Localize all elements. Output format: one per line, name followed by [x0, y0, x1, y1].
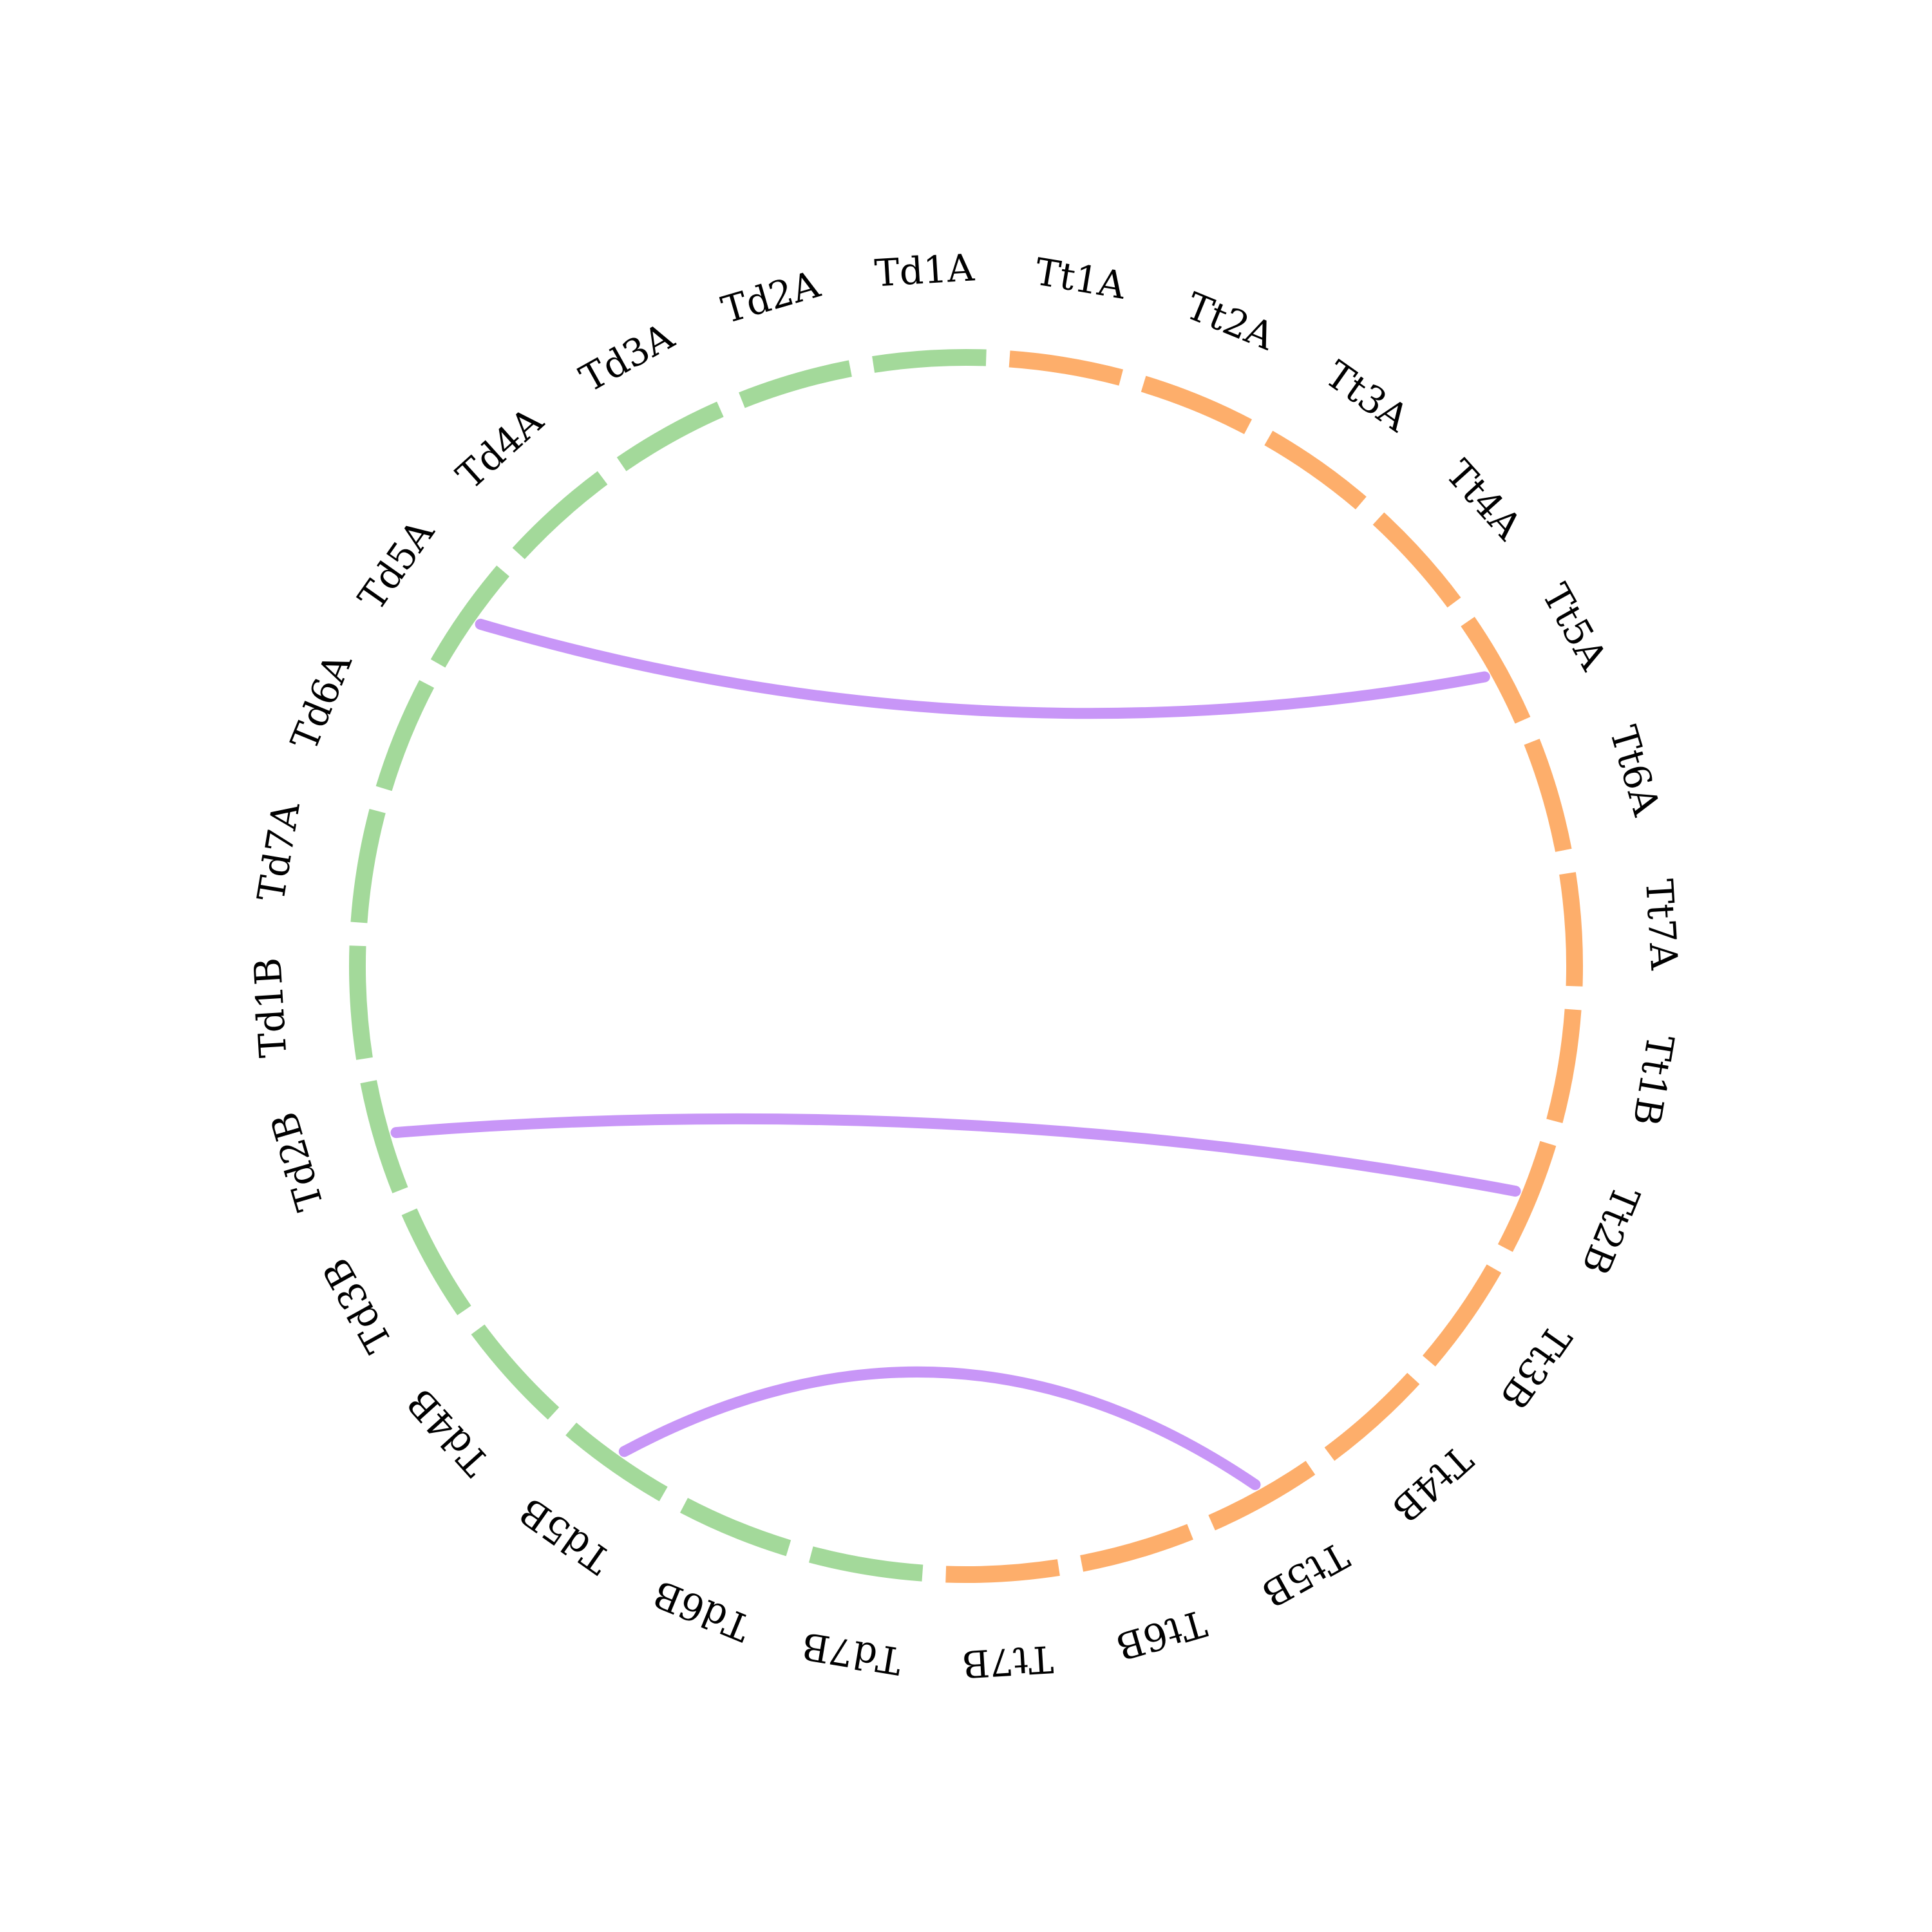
segment-arc-tt7b [945, 1559, 1060, 1583]
segment-arc-tt3b [1423, 1264, 1502, 1367]
segment-arc-tt1b [1546, 1009, 1582, 1124]
segment-label-tt1b: Tt1B [1624, 1032, 1682, 1129]
segment-label-tt6b: Tt6B [1112, 1601, 1211, 1669]
segment-label-td7b: Td7B [799, 1624, 905, 1683]
segment-arc-td4b [471, 1324, 560, 1420]
segments-layer [349, 349, 1583, 1583]
segment-label-td6a: Td6A [282, 647, 361, 756]
segment-arc-tt4a [1372, 512, 1461, 608]
segment-label-tt6a: Tt6A [1601, 721, 1669, 820]
segment-label-td5a: Td5A [350, 511, 443, 618]
segment-label-tt7a: Tt7A [1637, 878, 1686, 972]
segment-arc-td3b [401, 1208, 471, 1316]
segment-label-td3b: Td3B [314, 1251, 401, 1360]
segment-arc-td2a [739, 360, 852, 408]
link-td5a-tt5a [475, 618, 1490, 719]
segment-arc-td6b [679, 1497, 791, 1557]
segment-arc-tt5a [1461, 616, 1531, 724]
segment-arc-td7a [350, 808, 386, 923]
segment-arc-td3a [616, 401, 724, 471]
segment-arc-td5a [430, 565, 509, 668]
segment-label-tt7b: Tt7B [961, 1637, 1054, 1686]
segment-label-tt5b: Tt5B [1255, 1533, 1356, 1616]
segment-arc-tt2a [1141, 375, 1253, 435]
segment-label-tt4a: Tt4A [1437, 451, 1531, 549]
segment-label-td3a: Td3A [573, 314, 681, 401]
segment-label-td2b: Td2B [262, 1107, 332, 1215]
segment-label-td4a: Td4A [448, 398, 552, 498]
segment-arc-tt6a [1524, 739, 1572, 852]
segment-label-tt1a: Tt1A [1032, 250, 1129, 308]
segment-arc-tt6b [1080, 1524, 1193, 1572]
segment-label-td2a: Td2A [717, 262, 826, 332]
segment-label-tt3b: Tt3B [1492, 1317, 1580, 1417]
segment-arc-tt3a [1264, 430, 1367, 509]
segment-label-tt5a: Tt5A [1533, 576, 1616, 677]
segment-label-td1b: Td1B [245, 956, 295, 1059]
segment-label-td6b: Td6B [647, 1571, 757, 1650]
segment-label-tt4b: Tt4B [1384, 1437, 1481, 1530]
segment-label-tt3a: Tt3A [1318, 352, 1417, 440]
segment-arc-td4a [512, 471, 608, 560]
link-td5b-tt5b [618, 1367, 1261, 1490]
segment-arc-tt1a [1009, 350, 1124, 386]
segment-label-td1a: Td1A [873, 245, 976, 295]
segment-arc-td2b [360, 1080, 408, 1193]
segment-arc-td1a [872, 349, 987, 373]
links-layer [390, 618, 1521, 1490]
segment-arc-td6a [375, 679, 435, 791]
segment-arc-td7b [808, 1546, 923, 1582]
segment-arc-tt5b [1208, 1461, 1316, 1531]
segment-arc-td1b [349, 945, 373, 1060]
segment-label-td7a: Td7A [249, 799, 308, 905]
segment-arc-td5b [565, 1423, 668, 1502]
segment-label-tt2b: Tt2B [1573, 1180, 1649, 1281]
segment-arc-tt4b [1324, 1372, 1420, 1461]
segment-label-td5b: Td5B [511, 1489, 618, 1582]
segment-arc-tt7a [1559, 872, 1583, 987]
segment-label-tt2a: Tt2A [1180, 284, 1281, 359]
segment-label-td4b: Td4B [399, 1381, 498, 1484]
segment-arc-tt2b [1497, 1141, 1557, 1253]
link-td2b-tt2b [390, 1113, 1521, 1197]
